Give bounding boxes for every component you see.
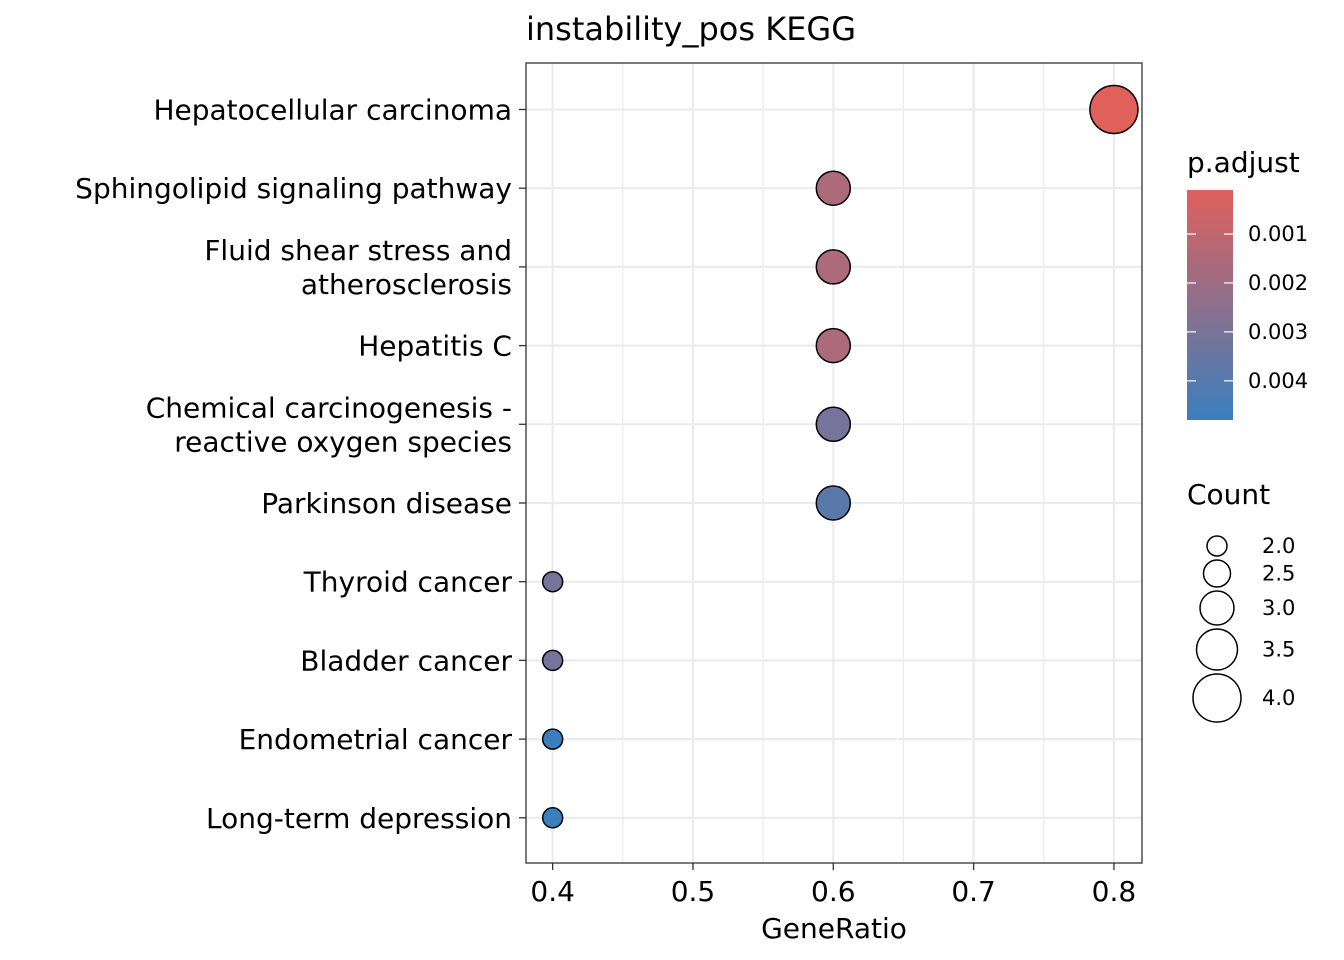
x-tick-label: 0.6 <box>811 875 856 908</box>
x-axis: 0.4 0.5 0.6 0.7 0.8 <box>530 863 1136 908</box>
size-legend-label: 4.0 <box>1262 686 1295 710</box>
size-legend-title: Count <box>1187 478 1270 511</box>
chart-title: instability_pos KEGG <box>526 10 856 48</box>
y-tick-label: Chemical carcinogenesis - <box>146 391 512 424</box>
x-tick-label: 0.8 <box>1092 875 1137 908</box>
legends: p.adjust Count 0.001 0.002 0.003 0.004 2.0 2.… <box>1187 146 1308 723</box>
y-tick-label: Bladder cancer <box>300 644 512 677</box>
point-parkinson-disease <box>815 485 852 521</box>
size-legend-circle <box>1192 673 1242 723</box>
point-bladder-cancer <box>541 649 564 672</box>
y-tick-label: reactive oxygen species <box>174 425 512 458</box>
point-chemical-carcinogenesis-reactive-oxygen-species <box>815 406 852 443</box>
size-legend-circle <box>1206 535 1228 557</box>
plot-border <box>525 62 1143 864</box>
y-tick-label: Thyroid cancer <box>303 566 513 599</box>
color-legend-bar <box>1187 190 1233 420</box>
size-legend-circle <box>1195 628 1239 671</box>
point-long-term-depression <box>541 807 564 829</box>
point-endometrial-cancer <box>541 728 564 750</box>
color-legend-label: 0.003 <box>1248 320 1308 344</box>
y-tick-label: Fluid shear stress and <box>204 234 512 267</box>
y-tick-label: Parkinson disease <box>261 487 512 520</box>
data-points <box>541 84 1139 829</box>
y-tick-label: Sphingolipid signaling pathway <box>75 172 512 205</box>
size-legend-label: 2.5 <box>1262 562 1295 586</box>
point-hepatitis-c <box>815 327 852 364</box>
y-tick-label: Hepatocellular carcinoma <box>153 94 512 127</box>
point-hepatocellular-carcinoma <box>1089 84 1139 135</box>
x-axis-label: GeneRatio <box>761 912 907 945</box>
color-legend-title: p.adjust <box>1187 146 1300 179</box>
y-tick-label: atherosclerosis <box>301 268 512 301</box>
size-legend-label: 3.5 <box>1262 638 1295 662</box>
point-sphingolipid-signaling-pathway <box>815 170 852 206</box>
y-tick-label: Endometrial cancer <box>239 723 513 756</box>
size-legend-circle <box>1202 559 1232 588</box>
color-legend-label: 0.002 <box>1248 271 1308 295</box>
point-fluid-shear-stress-and-atherosclerosis <box>815 249 852 285</box>
point-thyroid-cancer <box>541 570 564 593</box>
y-tick-label: Long-term depression <box>206 802 512 835</box>
x-tick-label: 0.4 <box>530 875 575 908</box>
size-legend-circle <box>1199 590 1235 626</box>
size-legend-label: 2.0 <box>1262 534 1295 558</box>
color-legend-label: 0.004 <box>1248 369 1308 393</box>
x-tick-label: 0.7 <box>951 875 996 908</box>
y-tick-label: Hepatitis C <box>358 330 512 363</box>
size-legend-label: 3.0 <box>1262 596 1295 620</box>
x-tick-label: 0.5 <box>671 875 716 908</box>
color-legend-label: 0.001 <box>1248 222 1308 246</box>
y-axis: Hepatocellular carcinoma Sphingolipid sig… <box>75 94 526 835</box>
